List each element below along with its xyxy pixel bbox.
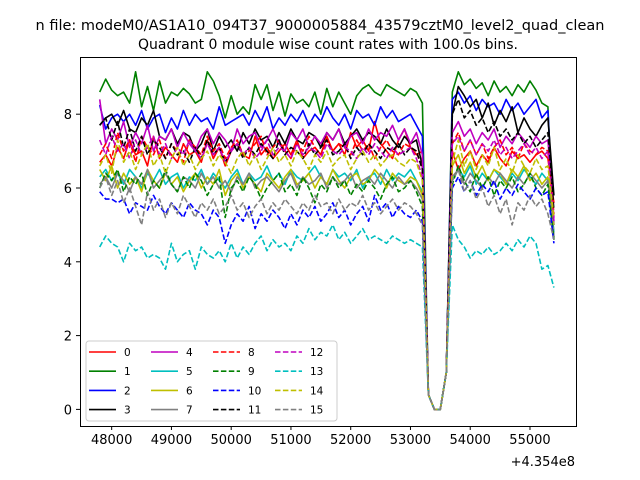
legend-label: 13 [310, 366, 323, 378]
legend-entry: 13 [275, 366, 323, 378]
series-line-1 [98, 71, 555, 411]
legend-entry: 15 [275, 405, 323, 417]
y-axis: 0 2 4 6 8 [64, 108, 80, 418]
series-group [98, 71, 555, 411]
y-tick-label: 4 [64, 256, 72, 271]
legend-entry: 9 [213, 366, 255, 378]
y-tick-label: 0 [64, 403, 72, 418]
x-tick-label: 48000 [91, 433, 132, 448]
x-tick-label: 55000 [509, 433, 550, 448]
series-line-13 [98, 224, 555, 411]
x-tick-label: 50000 [211, 433, 252, 448]
legend-label: 6 [186, 385, 193, 397]
legend-label: 3 [124, 405, 131, 417]
legend-entry: 3 [89, 405, 131, 417]
legend-entry: 10 [213, 385, 261, 397]
series-line-0 [99, 120, 555, 411]
axes-frame [80, 57, 577, 427]
x-tick-label: 52000 [330, 433, 371, 448]
legend-label: 5 [186, 366, 193, 378]
legend-label: 1 [124, 366, 131, 378]
y-tick-label: 2 [64, 330, 72, 345]
legend-label: 12 [310, 347, 323, 359]
series-line-14 [98, 139, 555, 411]
legend-box [85, 340, 338, 422]
legend-entry: 12 [275, 347, 323, 359]
series-line-10 [99, 176, 555, 411]
legend-label: 9 [248, 366, 255, 378]
y-tick-label: 6 [64, 182, 72, 197]
x-tick-label: 49000 [151, 433, 192, 448]
chart-title: Quadrant 0 module wise count rates with … [138, 37, 518, 53]
legend-entry: 8 [213, 347, 255, 359]
legend-entry: 6 [151, 385, 193, 397]
legend-entry: 1 [89, 366, 131, 378]
legend-label: 15 [310, 405, 323, 417]
legend-label: 7 [186, 405, 193, 417]
legend-entry: 11 [213, 405, 261, 417]
series-line-6 [98, 154, 555, 411]
legend-entry: 0 [89, 347, 131, 359]
legend-entry: 2 [89, 385, 131, 397]
legend-entry: 5 [151, 366, 193, 378]
legend-label: 10 [248, 385, 261, 397]
series-line-4 [98, 99, 555, 411]
legend-label: 0 [124, 347, 131, 359]
legend-label: 8 [248, 347, 255, 359]
figure-suptitle: n file: modeM0/AS1A10_094T37_9000005884_… [36, 18, 605, 34]
series-line-15 [98, 168, 555, 411]
x-axis: 48000 49000 50000 51000 52000 53000 54000 55000 [91, 426, 551, 448]
legend-entry: 14 [275, 385, 324, 397]
plot-area [98, 71, 555, 411]
legend-entry: 7 [151, 405, 193, 417]
legend-label: 14 [310, 385, 324, 397]
x-tick-label: 51000 [270, 433, 311, 448]
y-tick-label: 8 [64, 108, 72, 123]
legend-label: 2 [124, 385, 131, 397]
legend-label: 11 [248, 405, 261, 417]
series-line-12 [98, 135, 555, 411]
legend-entry: 4 [151, 347, 193, 359]
x-tick-label: 54000 [450, 433, 491, 448]
x-offset-label: +4.354e8 [511, 455, 575, 470]
series-line-9 [98, 165, 555, 411]
x-tick-label: 53000 [390, 433, 431, 448]
legend-label: 4 [186, 347, 193, 359]
series-line-7 [99, 168, 555, 411]
